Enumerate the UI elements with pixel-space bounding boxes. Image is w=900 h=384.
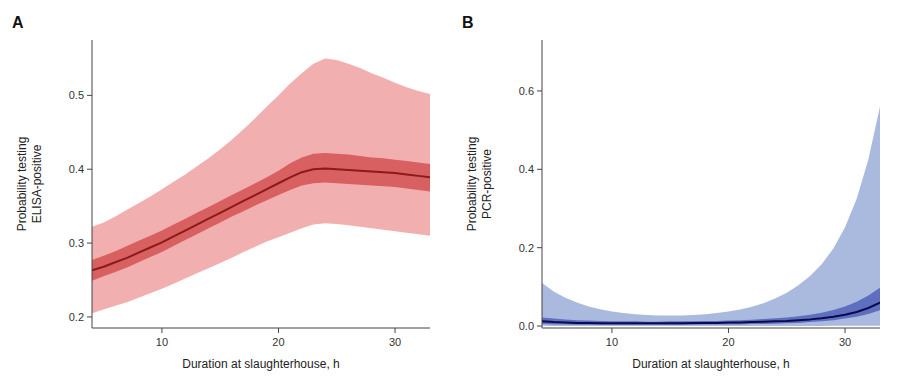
credible-band — [92, 153, 430, 281]
x-tick — [278, 328, 279, 333]
y-tick — [87, 95, 92, 96]
x-axis-label: Duration at slaughterhouse, h — [632, 357, 789, 371]
x-tick-label: 20 — [722, 336, 734, 348]
plot-area — [92, 58, 430, 313]
y-tick-label: 0.4 — [69, 163, 84, 175]
y-tick — [87, 243, 92, 244]
x-tick-label: 30 — [389, 336, 401, 348]
y-tick — [537, 326, 542, 327]
y-tick — [87, 316, 92, 317]
x-tick — [728, 328, 729, 333]
y-axis-label-line: ELISA-positive — [30, 144, 44, 223]
credible-band — [542, 107, 880, 326]
y-axis-line — [92, 40, 93, 328]
y-tick — [87, 169, 92, 170]
panel-label: A — [12, 14, 24, 31]
y-axis-label-line: Probability testing — [15, 137, 29, 232]
credible-band — [542, 288, 880, 325]
x-tick-label: 30 — [839, 336, 851, 348]
y-tick-label: 0.5 — [69, 89, 84, 101]
x-tick — [845, 328, 846, 333]
y-tick-label: 0.2 — [69, 311, 84, 323]
x-tick-label: 10 — [156, 336, 168, 348]
y-axis-line — [542, 40, 543, 328]
y-axis-label: Probability testingPCR-positive — [465, 137, 494, 232]
y-tick-label: 0.4 — [519, 163, 534, 175]
y-axis-label: Probability testingELISA-positive — [15, 137, 44, 232]
x-axis-label: Duration at slaughterhouse, h — [182, 357, 339, 371]
x-axis-line — [92, 328, 430, 329]
figure: 10 20 30 0.2 0.3 0.4 0.5 Duration at slaughterh… — [0, 0, 900, 384]
x-tick — [395, 328, 396, 333]
mean-line — [92, 168, 430, 270]
x-axis-line — [542, 328, 880, 329]
y-axis-label-line: PCR-positive — [480, 149, 494, 219]
y-tick — [537, 247, 542, 248]
credible-band — [92, 58, 430, 313]
panel: 10 20 30 0.0 0.2 0.4 0.6 Duration at slaughterh… — [462, 14, 880, 371]
y-tick-label: 0.3 — [69, 237, 84, 249]
y-axis-label-line: Probability testing — [465, 137, 479, 232]
x-tick-label: 20 — [272, 336, 284, 348]
plot-area — [542, 107, 880, 326]
panel-label: B — [462, 14, 474, 31]
y-tick — [537, 90, 542, 91]
x-tick — [161, 328, 162, 333]
y-tick-label: 0.6 — [519, 85, 534, 97]
y-tick-label: 0.2 — [519, 242, 534, 254]
y-tick-label: 0.0 — [519, 320, 534, 332]
x-tick-label: 10 — [606, 336, 618, 348]
x-tick — [611, 328, 612, 333]
panel: 10 20 30 0.2 0.3 0.4 0.5 Duration at slaughterh… — [12, 14, 430, 371]
mean-line — [542, 303, 880, 324]
y-tick — [537, 169, 542, 170]
